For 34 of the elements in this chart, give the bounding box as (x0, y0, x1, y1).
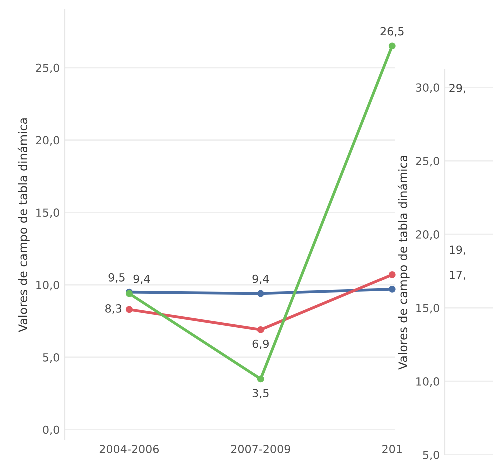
y-tick-label: 30,0 (416, 84, 440, 94)
y-tick-label: 5,0 (43, 353, 60, 363)
data-label: 9,4 (134, 274, 150, 284)
point (257, 290, 264, 298)
y-tick-label: 0,0 (43, 426, 60, 436)
x-tick-label: 2007-2009 (231, 445, 290, 454)
data-label: 8,3 (106, 304, 122, 314)
y-tick-label: 10,0 (36, 281, 60, 291)
data-label: 9,4 (252, 274, 270, 284)
data-label: 26,5 (380, 27, 404, 37)
x-tick-label: 201 (382, 445, 402, 454)
y-tick-label: 15,0 (416, 304, 440, 314)
data-label: 3,5 (252, 389, 269, 399)
y-tick-label: 20,0 (36, 136, 60, 146)
point (126, 306, 133, 314)
y-tick-label: 5,0 (423, 450, 440, 461)
y-axis-title: Valores de campo de tabla dinámica (18, 118, 30, 332)
point (257, 326, 264, 334)
text: 17, (450, 270, 466, 280)
y-tick-label: 25,0 (416, 157, 440, 167)
text: 19, (450, 246, 466, 256)
point (257, 376, 264, 383)
text: 29, (450, 84, 466, 94)
y-tick-label: 15,0 (36, 208, 60, 218)
x-tick-label: 2004-2006 (100, 445, 160, 454)
point (388, 286, 396, 293)
y-tick-label: 25,0 (36, 64, 60, 74)
y-tick-label: 20,0 (416, 230, 440, 240)
data-label: 9,5 (108, 273, 125, 283)
y-axis-title: Valores de campo de tabla dinámica (398, 156, 410, 370)
point (388, 42, 396, 50)
data-label: 6,9 (252, 340, 269, 350)
point (388, 271, 396, 278)
y-tick-label: 10,0 (416, 378, 440, 388)
